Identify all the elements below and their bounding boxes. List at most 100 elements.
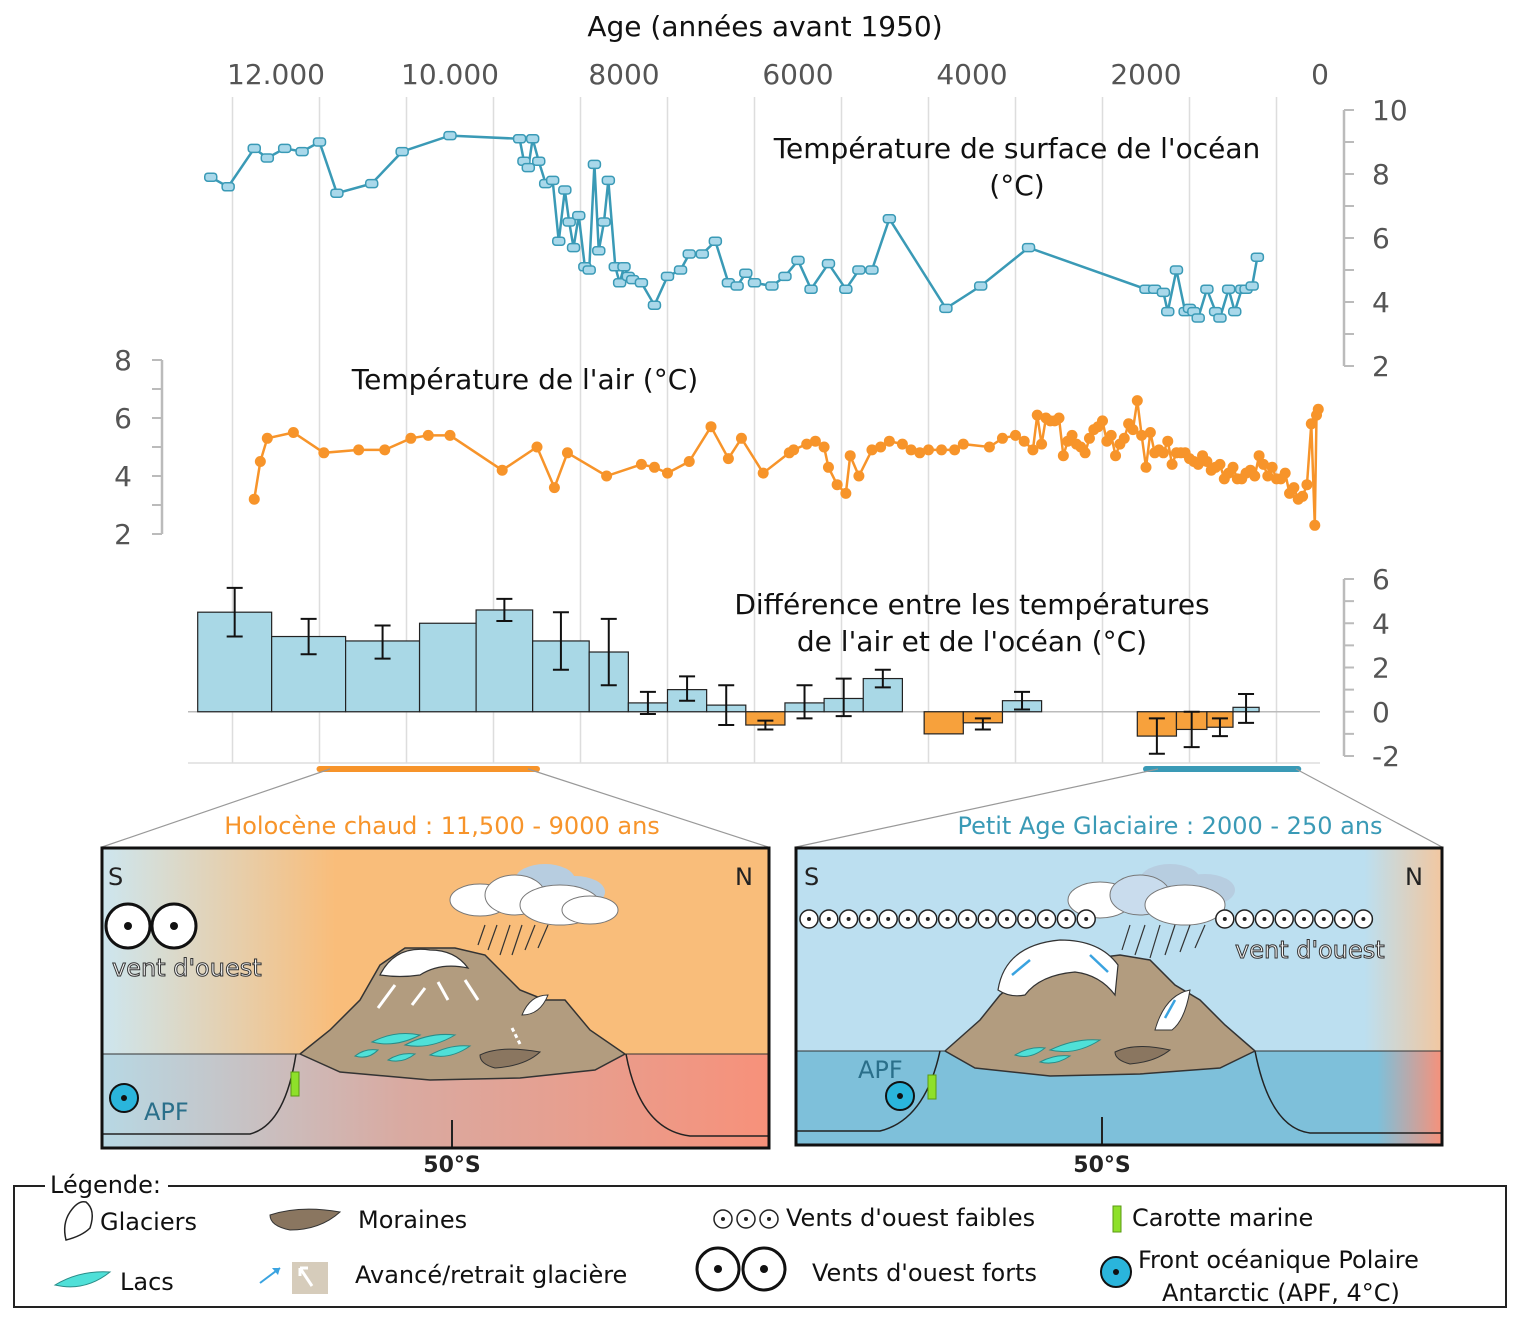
left-shelf-line [102, 1053, 297, 1135]
air-point [1309, 519, 1321, 531]
right-shelf-line [796, 1050, 941, 1132]
right-weak-wind-icons [799, 909, 1374, 929]
air-point [1312, 403, 1324, 415]
x-tick-label: 4000 [936, 58, 1007, 91]
left-shelf-line-north [625, 1053, 769, 1137]
air-point [883, 435, 895, 447]
sst-title-line1: Température de surface de l'océan [773, 132, 1261, 165]
y-tick-label: 10 [1372, 94, 1408, 127]
weak-wind-dot [807, 917, 811, 921]
y-tick-label: 8 [1372, 158, 1390, 191]
air-point [996, 432, 1008, 444]
legend-moraines: Moraines [358, 1206, 467, 1234]
sst-point [443, 130, 457, 141]
x-tick-label: 6000 [762, 58, 833, 91]
y-tick-label: 2 [1372, 350, 1390, 383]
sst-point [730, 281, 744, 291]
air-point [248, 493, 260, 505]
air-line [253, 400, 1320, 526]
sst-point [1213, 313, 1227, 323]
air-point [840, 487, 852, 499]
sst-point [778, 271, 792, 282]
air-point [1131, 395, 1143, 407]
air-point [601, 470, 613, 482]
air-point [1227, 461, 1239, 473]
sst-point [260, 153, 275, 163]
sst-point [525, 134, 540, 144]
sst-point [1227, 306, 1242, 317]
air-point [261, 432, 273, 444]
y-tick-label: 6 [1372, 222, 1390, 255]
legend-weak-winds: Vents d'ouest faibles [786, 1204, 1035, 1232]
sst-point [695, 249, 710, 259]
x-axis-ticks: 12.000 10.000 8000 6000 4000 2000 0 [227, 58, 1329, 91]
weak-wind-icon [713, 1209, 779, 1229]
left-latitude-label: 50°S [423, 1153, 480, 1178]
y-tick-label: 4 [1372, 607, 1390, 640]
x-axis-title: Age (années avant 1950) [587, 10, 942, 43]
weak-wind-dot [985, 917, 990, 921]
weak-wind-dot [1302, 917, 1306, 921]
air-point [254, 456, 266, 467]
right-glacier-main [997, 939, 1119, 997]
air-point [705, 421, 717, 433]
connector-left-a [101, 768, 331, 848]
air-point [1257, 458, 1269, 470]
sst-point [882, 214, 897, 224]
legend-strong-winds: Vents d'ouest forts [812, 1259, 1037, 1287]
sst-y-axis: 2 4 6 8 10 [1342, 94, 1408, 383]
air-series [248, 395, 1324, 531]
air-point [788, 444, 800, 456]
legend-apf-line2: Antarctic (APF, 4°C) [1162, 1279, 1400, 1307]
air-point [1031, 409, 1043, 421]
sst-point [939, 303, 953, 314]
air-point [1214, 458, 1226, 470]
y-tick-label: -2 [1372, 740, 1400, 773]
sst-point [295, 146, 309, 157]
sst-point [1169, 265, 1184, 275]
air-point [1201, 456, 1213, 467]
air-point [1105, 429, 1117, 441]
air-point [648, 461, 660, 473]
weak-wind-dot [846, 917, 851, 921]
right-latitude-label: 50°S [1073, 1153, 1130, 1178]
right-panel-frame [794, 846, 1444, 1147]
sst-point [634, 278, 649, 288]
air-point [1036, 438, 1048, 450]
y-tick-label: 4 [1372, 286, 1390, 319]
weak-wind-dot [866, 917, 871, 921]
right-panel: S N vent d'ouest APF 50°S [794, 846, 1444, 1178]
right-cloud [1067, 864, 1235, 959]
air-point [1136, 429, 1148, 441]
y-tick-label: 2 [1372, 652, 1390, 685]
air-point [1140, 461, 1152, 473]
sst-point [647, 300, 662, 310]
air-point [949, 444, 961, 456]
left-glacier-small [521, 994, 549, 1016]
sst-point [221, 182, 235, 192]
marine-core-icon [1112, 1205, 1122, 1233]
air-point [1066, 429, 1078, 441]
legend-frame [13, 1185, 1507, 1308]
air-point [1192, 458, 1204, 470]
left-cloud [449, 864, 619, 956]
sst-point [531, 156, 546, 166]
weak-wind-dot [1044, 917, 1049, 921]
y-tick-label: 6 [114, 402, 132, 435]
sst-point [1161, 306, 1175, 317]
left-glacier-main [379, 948, 470, 978]
diff-title-line1: Différence entre les températures [734, 588, 1209, 621]
air-point [905, 444, 917, 456]
air-point [353, 444, 365, 456]
legend-apf-line1: Front océanique Polaire [1138, 1246, 1419, 1274]
left-apf-label: APF [144, 1098, 189, 1126]
diff-bar [475, 609, 534, 713]
weak-wind-dot [1282, 917, 1287, 921]
weak-wind-dot [1262, 917, 1267, 921]
diff-title-line2: de l'air et de l'océan (°C) [797, 625, 1147, 658]
air-point [1118, 432, 1130, 444]
weak-wind-dot [1222, 917, 1227, 921]
sst-point [572, 210, 586, 221]
strong-wind-icon [695, 1246, 787, 1292]
